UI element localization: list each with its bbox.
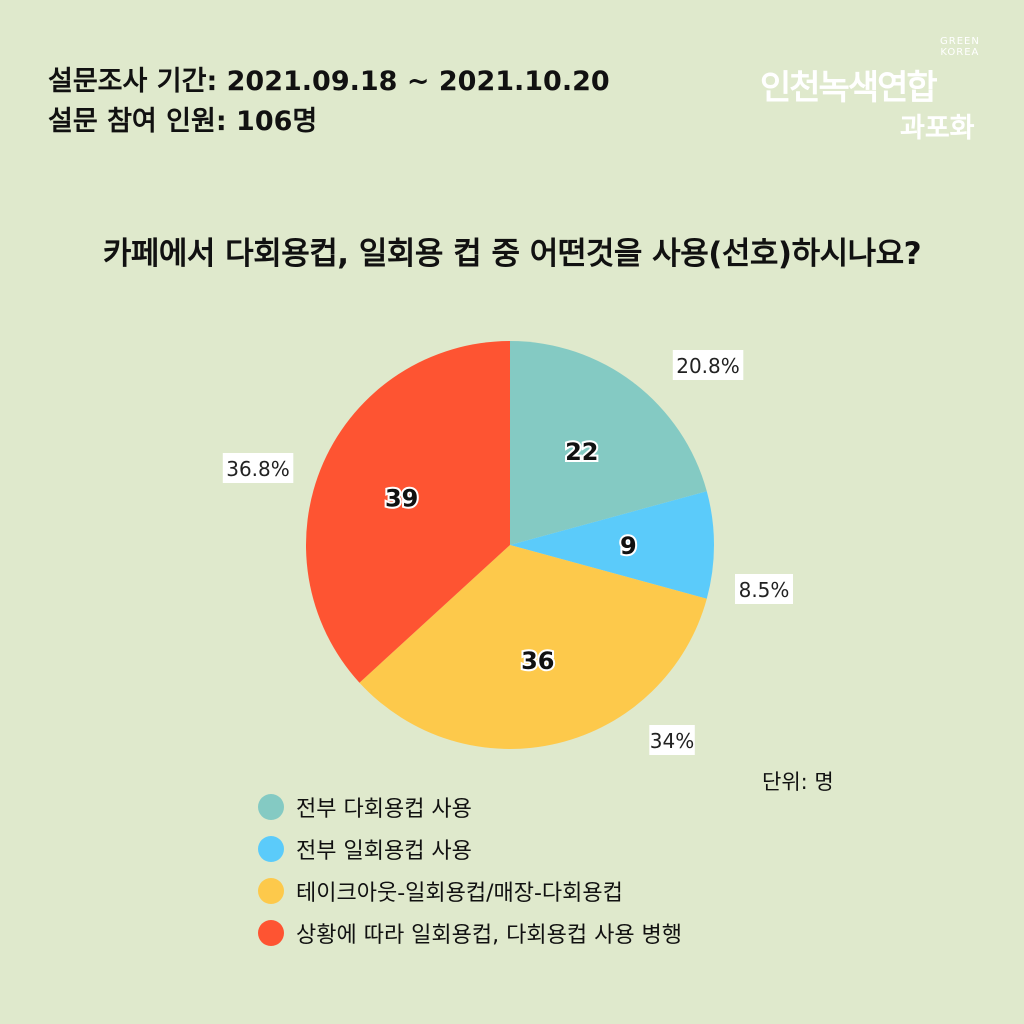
- legend-item: 테이크아웃-일회용컵/매장-다회용컵: [258, 870, 682, 912]
- slice-value-label: 36: [521, 647, 554, 675]
- slice-percent-label: 34%: [650, 729, 694, 753]
- org-name: 인천녹색연합: [760, 68, 938, 108]
- pie-chart: 22 20.8% 9 8.5% 36 34% 39 36.8%: [222, 341, 793, 755]
- percent-label-bg: [672, 350, 744, 380]
- legend-swatch: [258, 794, 284, 820]
- survey-period: 설문조사 기간: 2021.09.18 ~ 2021.10.20: [48, 66, 610, 97]
- legend-item: 상황에 따라 일회용컵, 다회용컵 사용 병행: [258, 912, 682, 954]
- percent-label-bg: [222, 453, 294, 483]
- slice-percent-label: 36.8%: [226, 457, 290, 481]
- team-name: 과포화: [900, 113, 975, 144]
- percent-label-bg: [649, 725, 695, 755]
- percent-label-bg: [735, 574, 793, 604]
- legend-label: 상황에 따라 일회용컵, 다회용컵 사용 병행: [296, 923, 683, 948]
- survey-participants: 설문 참여 인원: 106명: [48, 106, 318, 137]
- legend-swatch: [258, 920, 284, 946]
- legend-item: 전부 다회용컵 사용: [258, 786, 682, 828]
- legend-label: 전부 다회용컵 사용: [296, 797, 472, 822]
- unit-label: 단위: 명: [762, 770, 834, 794]
- slice-value-label: 9: [620, 532, 637, 560]
- legend-label: 전부 일회용컵 사용: [296, 839, 472, 864]
- slice-value-label: 22: [565, 438, 598, 466]
- legend-swatch: [258, 836, 284, 862]
- legend-swatch: [258, 878, 284, 904]
- survey-info: 설문조사 기간: 2021.09.18 ~ 2021.10.20 설문 참여 인…: [48, 62, 610, 142]
- legend-item: 전부 일회용컵 사용: [258, 828, 682, 870]
- green-korea-mark: GREEN KOREA: [940, 36, 980, 58]
- green-korea-line-2: KOREA: [940, 47, 980, 58]
- slice-percent-label: 20.8%: [676, 354, 740, 378]
- slice-value-label: 39: [385, 484, 418, 512]
- logo: GREEN KOREA 인천녹색연합 과포화: [760, 28, 1000, 148]
- pie-slice: [510, 491, 715, 599]
- pie-slice: [359, 545, 707, 750]
- chart-title: 카페에서 다회용컵, 일회용 컵 중 어떤것을 사용(선호)하시나요?: [102, 236, 922, 272]
- green-korea-line-1: GREEN: [940, 36, 980, 47]
- pie-slice: [510, 341, 707, 545]
- pie-slice: [305, 341, 510, 683]
- legend-label: 테이크아웃-일회용컵/매장-다회용컵: [296, 881, 623, 906]
- slice-percent-label: 8.5%: [739, 578, 790, 602]
